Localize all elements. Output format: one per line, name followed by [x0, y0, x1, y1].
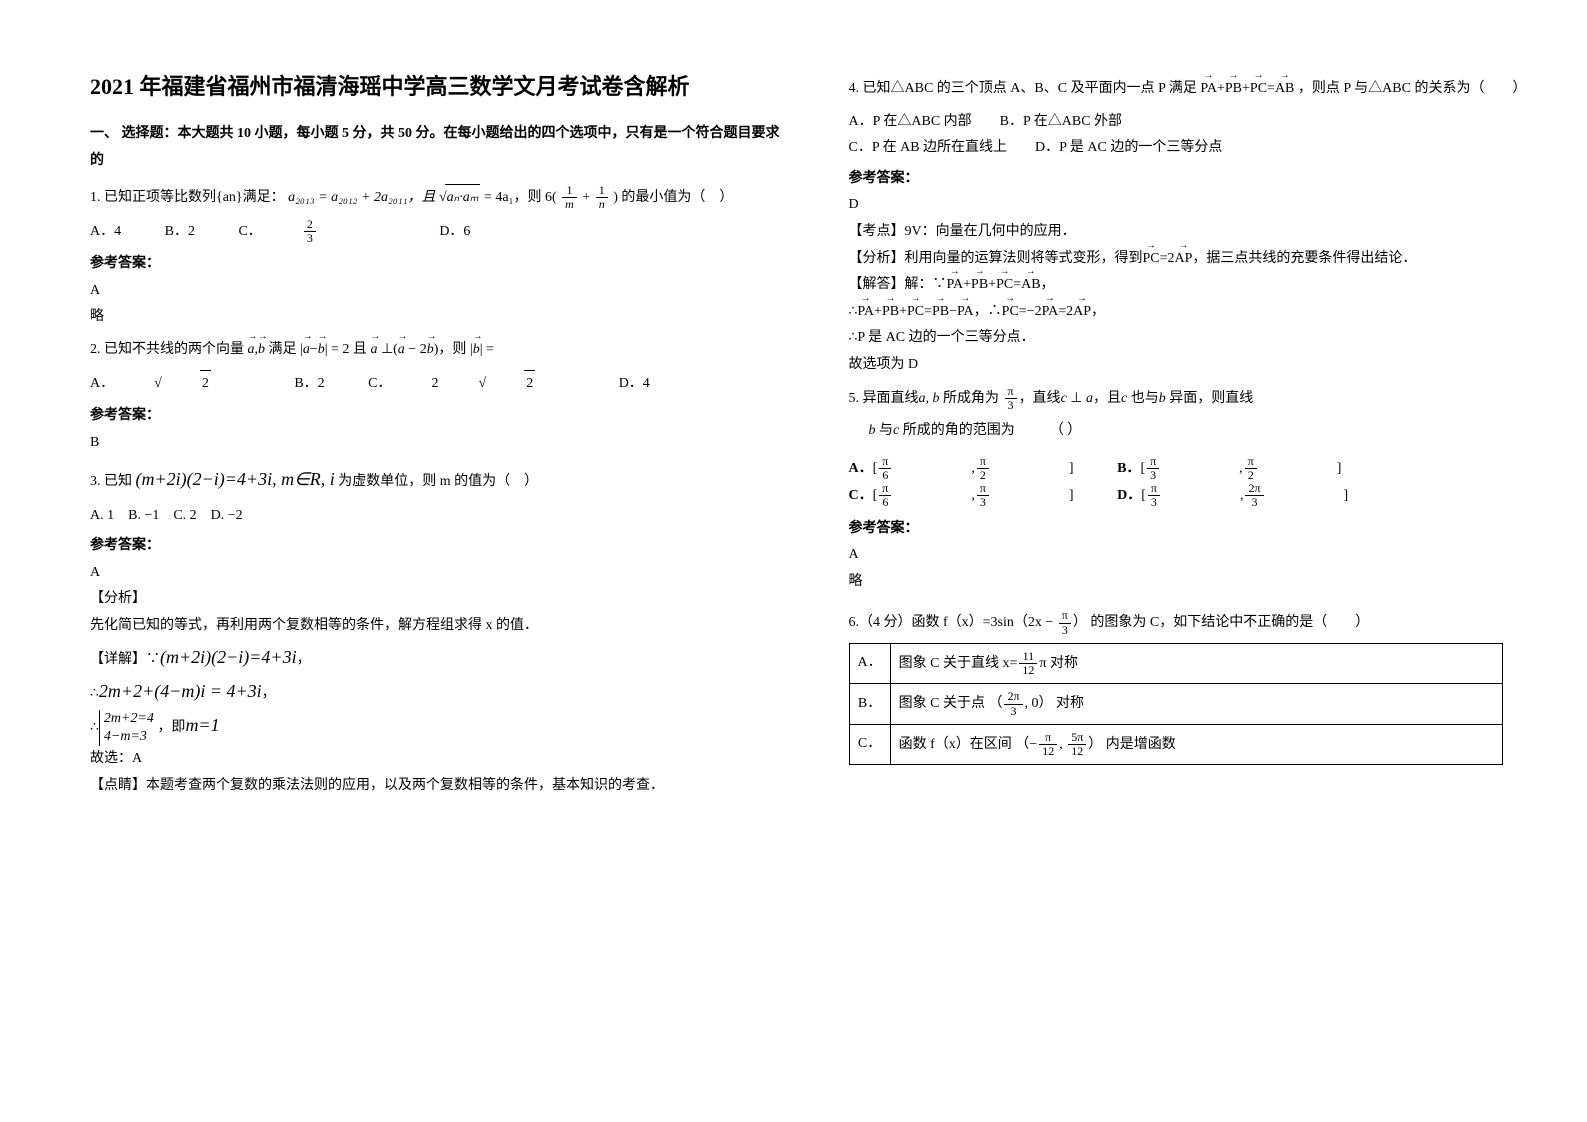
q4-line2: ∴PA+PB+PC=PB−PA，∴PC=−2PA=2AP， — [849, 299, 1538, 326]
q3-sel: 故选：A — [90, 746, 789, 773]
q4-AB: A．P 在△ABC 内部 B．P 在△ABC 外部 — [849, 109, 1538, 136]
q5-note: 略 — [849, 569, 1538, 596]
q6-table: A． 图象 C 关于直线 x=1112π 对称 B． 图象 C 关于点 （2π3… — [849, 643, 1503, 766]
q5-D: D．[π3,2π3] — [1117, 482, 1348, 510]
vec-b4: b — [473, 337, 480, 364]
question-6: 6.（4 分）函数 f（x）=3sin（2x − π3） 的图象为 C，如下结论… — [849, 609, 1538, 637]
vec-a4: a — [398, 337, 405, 364]
q6-tail: 的图象为 C，如下结论中不正确的是（ ） — [1090, 615, 1369, 630]
question-5: 5. 异面直线a, b 所成角为 π3，直线c ⊥ a，且c 也与b 异面，则直… — [849, 385, 1538, 413]
q2-A: A．2 — [90, 370, 251, 398]
vec-PC: PC — [1250, 76, 1267, 103]
q2-D: D．4 — [619, 371, 650, 398]
q1-tail: ) 的最小值为（ ） — [613, 190, 733, 205]
q1-root: aₙ·aₘ — [445, 184, 481, 212]
q5-stem: 5. 异面直线 — [849, 390, 919, 405]
row-C-label: C． — [849, 724, 890, 765]
q3-expr: (m+2i)(2−i)=4+3i, m∈R, i — [136, 469, 335, 489]
left-column: 2021 年福建省福州市福清海瑶中学高三数学文月考试卷含解析 一、 选择题：本大… — [90, 70, 819, 1112]
q4-sel: 故选项为 D — [849, 352, 1538, 379]
exam-title: 2021 年福建省福州市福清海瑶中学高三数学文月考试卷含解析 — [90, 70, 789, 103]
q1-note: 略 — [90, 304, 789, 331]
q4-concl: ∴P 是 AC 边的一个三等分点． — [849, 325, 1538, 352]
vec-b3: b — [427, 337, 434, 364]
q4-kd: 【考点】9V：向量在几何中的应用． — [849, 219, 1538, 246]
q3-ds: 【点睛】本题考查两个复数的乘法法则的应用，以及两个复数相等的条件，基本知识的考查… — [90, 773, 789, 800]
row-C: 函数 f（x）在区间 （−π12, 5π12） 内是增函数 — [890, 724, 1502, 765]
row-A: 图象 C 关于直线 x=1112π 对称 — [890, 643, 1502, 684]
q3-ans-label: 参考答案： — [90, 533, 789, 560]
q3-tail: 为虚数单位，则 m 的值为（ ） — [338, 474, 538, 489]
vec-b: b — [258, 337, 265, 364]
q2-B: B．2 — [294, 371, 324, 398]
q5-C: C．[π6,π3] — [849, 482, 1074, 510]
q1-plus: + — [582, 190, 590, 205]
q1-B: B．2 — [165, 219, 195, 246]
q2-mid: 满足 — [269, 342, 297, 357]
vec-AB: AB — [1275, 76, 1294, 103]
q1-stem: 1. 已知正项等比数列{an}满足： — [90, 190, 285, 205]
vec-PA: PA — [1200, 76, 1217, 103]
q1-eq: = 4a₁，则 6( — [484, 190, 557, 205]
q5-ans: A — [849, 542, 1538, 569]
q4-CD: C．P 在 AB 边所在直线上 D．P 是 AC 边的一个三等分点 — [849, 135, 1538, 162]
question-1: 1. 已知正项等比数列{an}满足： a₂₀₁₃ = a₂₀₁₂ + 2a₂₀₁… — [90, 184, 789, 212]
q1-ans-label: 参考答案： — [90, 251, 789, 278]
q4-tail: ，则点 P 与△ABC 的关系为（ ） — [1298, 81, 1527, 96]
q2-tail: = — [486, 342, 494, 357]
q1-C: C．23 — [238, 218, 395, 246]
q5-A: A．[π6,π2] — [849, 455, 1074, 483]
q3-ans: A — [90, 560, 789, 587]
q5-options: A．[π6,π2] B．[π3,π2] C．[π6,π3] D．[π3,2π3] — [849, 455, 1538, 510]
q3-fxtxt: 先化简已知的等式，再利用两个复数相等的条件，解方程组求得 x 的值． — [90, 613, 789, 640]
q2-ans-label: 参考答案： — [90, 403, 789, 430]
right-column: 4. 已知△ABC 的三个顶点 A、B、C 及平面内一点 P 满足 PA+PB+… — [819, 70, 1548, 1112]
table-row: C． 函数 f（x）在区间 （−π12, 5π12） 内是增函数 — [849, 724, 1502, 765]
q2-ans: B — [90, 430, 789, 457]
q4-ans: D — [849, 192, 1538, 219]
q3-sys: ∴2m+2=44−m=3 ，即m=1 — [90, 708, 789, 746]
page: 2021 年福建省福州市福清海瑶中学高三数学文月考试卷含解析 一、 选择题：本大… — [0, 0, 1587, 1122]
q1-ans: A — [90, 278, 789, 305]
vec-b2: b — [318, 337, 325, 364]
vec-PB: PB — [1225, 76, 1242, 103]
q5-line2: b 与c 所成的角的范围为 （ ） — [869, 418, 1538, 445]
q1-expr: a₂₀₁₃ = a₂₀₁₂ + 2a₂₀₁₁，且 — [288, 190, 435, 205]
q4-jd: 【解答】解：∵PA+PB+PC=AB， — [849, 272, 1538, 299]
q3-stem: 3. 已知 — [90, 474, 132, 489]
row-B-label: B． — [849, 684, 890, 725]
table-row: A． 图象 C 关于直线 x=1112π 对称 — [849, 643, 1502, 684]
q5-B: B．[π3,π2] — [1117, 455, 1341, 483]
q6-fx: f（x）=3sin（2x − — [943, 615, 1057, 630]
q1-frac2: 1n — [596, 184, 608, 211]
q5-ans-label: 参考答案： — [849, 516, 1538, 543]
question-4: 4. 已知△ABC 的三个顶点 A、B、C 及平面内一点 P 满足 PA+PB+… — [849, 76, 1538, 103]
q4-ans-label: 参考答案： — [849, 166, 1538, 193]
section-1-head: 一、 选择题：本大题共 10 小题，每小题 5 分，共 50 分。在每小题给出的… — [90, 121, 789, 174]
vec-a3: a — [370, 337, 377, 364]
q3-opts: A. 1 B. −1 C. 2 D. −2 — [90, 503, 789, 530]
question-2: 2. 已知不共线的两个向量 a,b 满足 |a−b| = 2 且 a ⊥(a −… — [90, 337, 789, 364]
q1-options: A．4 B．2 C．23 D．6 — [90, 218, 789, 246]
q2-stem: 2. 已知不共线的两个向量 — [90, 342, 244, 357]
q4-stem: 4. 已知△ABC 的三个顶点 A、B、C 及平面内一点 P 满足 — [849, 81, 1197, 96]
q1-frac1: 1m — [562, 184, 577, 211]
q2-C: C．22 — [368, 370, 575, 398]
q2-mid3: ⊥( — [381, 342, 398, 357]
q1-A: A．4 — [90, 219, 121, 246]
row-B: 图象 C 关于点 （2π3, 0） 对称 — [890, 684, 1502, 725]
table-row: B． 图象 C 关于点 （2π3, 0） 对称 — [849, 684, 1502, 725]
q3-fx: 【分析】 — [90, 586, 789, 613]
vec-a: a — [248, 337, 255, 364]
q3-xj: 【详解】∵(m+2i)(2−i)=4+3i， — [90, 640, 789, 674]
question-3: 3. 已知 (m+2i)(2−i)=4+3i, m∈R, i 为虚数单位，则 m… — [90, 462, 789, 496]
vec-a2: a — [303, 337, 310, 364]
q3-line2: ∴2m+2+(4−m)i = 4+3i， — [90, 674, 789, 708]
q2-mid2: = 2 且 — [331, 342, 367, 357]
q2-options: A．2 B．2 C．22 D．4 — [90, 370, 789, 398]
q1-D: D．6 — [439, 219, 470, 246]
q6-stem: 6.（4 分）函数 — [849, 615, 940, 630]
row-A-label: A． — [849, 643, 890, 684]
